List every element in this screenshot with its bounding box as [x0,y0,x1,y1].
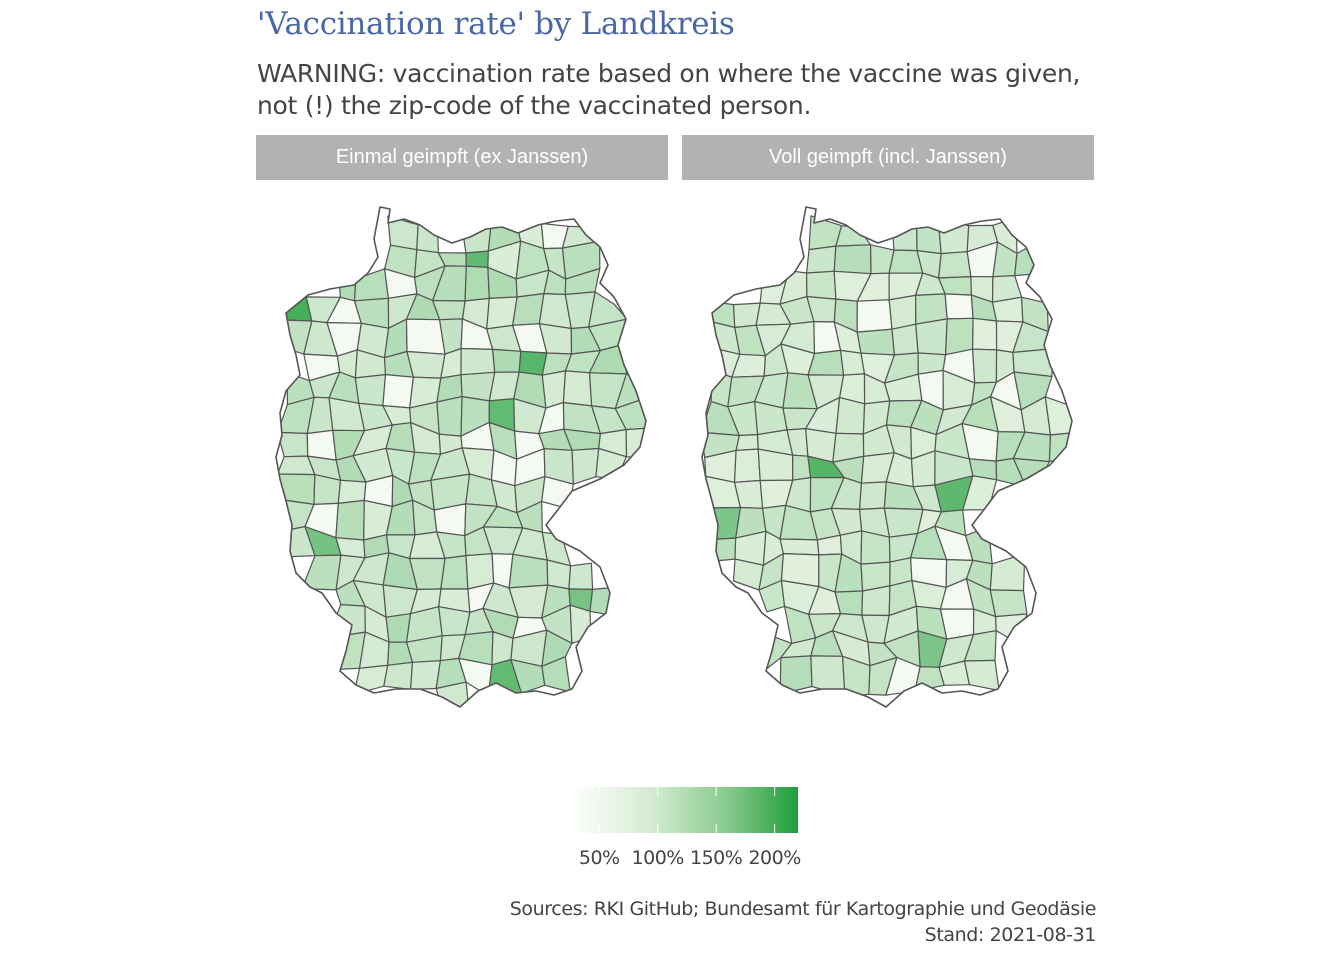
district-region [625,427,646,459]
district-region [989,553,1026,592]
subtitle-line-1: WARNING: vaccination rate based on where… [257,59,1081,88]
district-region [571,447,600,485]
chart-subtitle: WARNING: vaccination rate based on where… [257,58,1157,122]
district-region [562,370,593,407]
district-region [704,506,742,541]
district-region [733,448,761,483]
district-region [546,559,572,590]
district-region [512,292,545,326]
district-region [888,294,917,330]
district-region [891,323,919,356]
facet-strip-first-dose: Einmal geimpft (ex Janssen) [256,135,668,180]
germany-map-full-dose [701,206,1073,708]
chart-title: 'Vaccination rate' by Landkreis [257,6,735,42]
legend-label: 200% [748,847,801,869]
district-region [805,245,837,274]
district-region [972,348,998,384]
district-region [859,481,887,510]
district-region [757,448,794,482]
district-region [464,265,490,302]
color-legend: 50% 100% 150% 200% [570,787,801,877]
district-region [805,270,837,300]
chart-caption: Sources: RKI GitHub; Bundesamt für Karto… [509,896,1097,948]
legend-label: 100% [631,847,685,869]
district-region [861,585,891,617]
district-region [405,318,446,355]
germany-map-first-dose [275,206,647,708]
district-region [460,347,496,376]
district-region [944,293,974,320]
caption-sources: Sources: RKI GitHub; Bundesamt für Karto… [509,898,1097,920]
district-region [353,268,389,302]
district-region [938,251,972,279]
district-region [435,681,471,707]
district-region [995,613,1028,644]
district-region [313,474,342,505]
district-region [732,558,765,591]
district-region [989,589,1028,618]
district-region [972,317,998,351]
country-border [701,206,1073,708]
district-region [1044,396,1072,436]
district-region [735,434,759,451]
district-region [856,299,893,333]
district-region [438,606,471,637]
legend-label: 150% [689,847,743,869]
district-region [833,244,872,275]
district-region [835,397,866,435]
district-region [492,348,522,373]
district-region [569,604,592,644]
district-region [410,660,441,690]
legend-label: 50% [578,847,620,869]
district-region [465,250,489,269]
district-region [335,499,365,541]
subtitle-line-2: not (!) the zip-code of the vaccinated p… [257,91,812,120]
legend-gradient-bar [570,787,798,833]
district-region [945,317,974,356]
district-region [589,586,625,619]
district-region [354,374,387,407]
district-region [779,655,813,695]
district-region [991,296,1024,323]
district-region [856,328,895,356]
district-region [353,664,389,695]
district-region [568,562,594,590]
district-region [779,538,820,556]
country-border [275,206,647,708]
caption-date: Stand: 2021-08-31 [924,924,1097,946]
district-region [306,429,337,461]
district-region [1048,431,1072,463]
district-region [916,219,942,255]
facet-strip-full-dose: Voll geimpft (incl. Janssen) [682,135,1094,180]
district-region [433,503,467,537]
district-region [508,553,549,589]
map-panel-first-dose [256,195,668,725]
district-region [406,350,446,379]
district-region [891,225,918,252]
map-panel-full-dose [682,195,1094,725]
district-region [383,661,414,690]
district-region [440,555,469,590]
district-region [860,530,891,565]
district-region [703,537,737,563]
district-region [436,396,463,437]
district-region [963,659,1000,692]
district-region [835,225,872,247]
district-region [337,479,367,504]
district-region [416,223,439,254]
district-region [915,318,948,356]
district-region [382,374,414,409]
district-region [939,608,975,640]
